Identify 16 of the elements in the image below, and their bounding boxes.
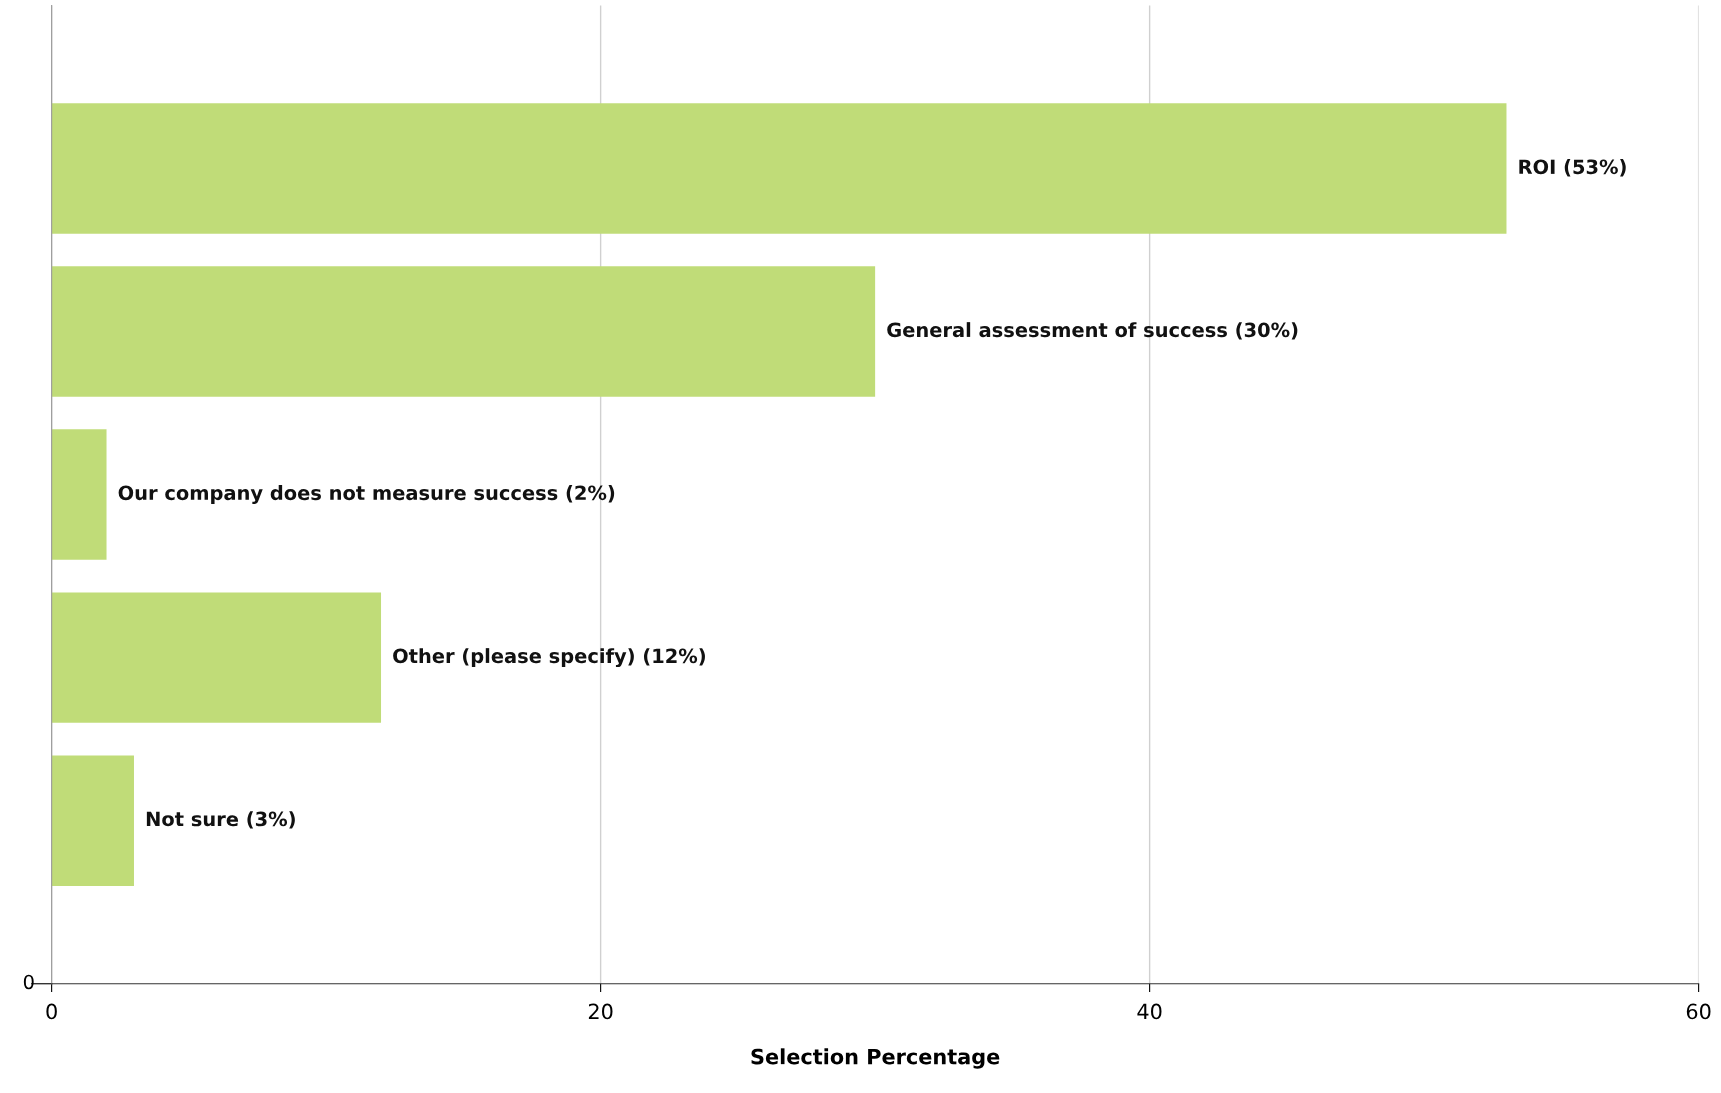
bar [51,429,107,560]
x-tick-label: 60 [1686,1003,1711,1020]
bar [51,592,382,723]
text: 0 [23,974,34,990]
data-label: General assessment of success (30%) [887,322,1298,340]
bar [51,266,876,397]
data-label: Our company does not measure success (2%) [118,485,615,505]
data-label: Not sure (3%) [146,811,295,829]
data-label: ROI (53%) [1519,159,1626,177]
x-tick-label: 0 [46,1003,57,1020]
x-axis-title: Selection Percentage [751,1048,1000,1069]
bar [51,103,1507,234]
data-label: Other (please specify) (12%) [393,648,705,668]
x-tick-label: 40 [1137,1003,1162,1020]
bar [51,755,134,886]
x-tick-label: 20 [588,1003,613,1020]
